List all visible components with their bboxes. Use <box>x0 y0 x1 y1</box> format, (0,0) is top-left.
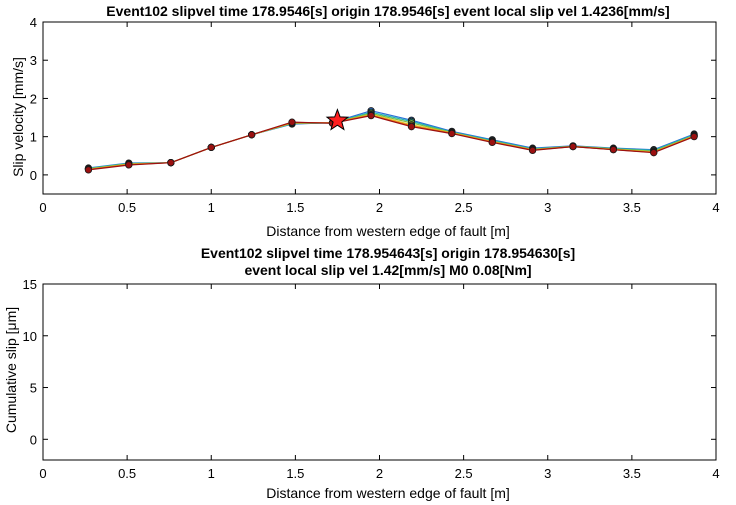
top-series-6-point <box>84 166 93 174</box>
top-axes: Event102 slipvel time 178.9546[s] origin… <box>10 3 720 239</box>
top-x-tick-label: 3.5 <box>623 200 641 215</box>
top-x-tick-label: 0.5 <box>118 200 136 215</box>
bottom-y-tick-label: 5 <box>30 381 37 396</box>
top-y-tick-label: 0 <box>30 168 37 183</box>
top-x-tick-label: 1.5 <box>286 200 304 215</box>
top-series-6-point <box>288 118 296 126</box>
bottom-x-tick-label: 4 <box>712 466 719 481</box>
top-x-tick-label: 2.5 <box>455 200 473 215</box>
top-x-axis-label: Distance from western edge of fault [m] <box>266 223 510 239</box>
bottom-chart-subtitle: event local slip vel 1.42[mm/s] M0 0.08[… <box>244 262 531 278</box>
top-series-6-point <box>609 146 617 154</box>
top-y-tick-label: 2 <box>30 91 37 106</box>
top-series-line-6 <box>88 114 695 171</box>
top-series-6-point <box>367 112 375 120</box>
top-y-axis-label: Slip velocity [mm/s] <box>10 57 26 177</box>
top-y-tick-label: 4 <box>30 15 37 30</box>
bottom-y-tick-label: 10 <box>23 329 37 344</box>
top-series-6-point <box>248 131 256 139</box>
top-x-tick-label: 1 <box>208 200 215 215</box>
top-series-6-point <box>569 143 577 151</box>
bottom-x-axis-label: Distance from western edge of fault [m] <box>266 485 510 501</box>
bottom-x-tick-label: 2.5 <box>455 466 473 481</box>
top-series-6-point <box>650 149 658 157</box>
top-series-6-point <box>207 143 215 151</box>
top-x-tick-label: 0 <box>39 200 46 215</box>
top-x-tick-label: 2 <box>376 200 383 215</box>
top-series-6-point <box>167 159 175 167</box>
top-series-6-point <box>448 130 456 138</box>
top-series-6-point <box>125 161 133 169</box>
bottom-x-tick-label: 1.5 <box>286 466 304 481</box>
bottom-x-tick-label: 2 <box>376 466 383 481</box>
top-x-tick-label: 4 <box>712 200 719 215</box>
bottom-axes: Event102 slipvel time 178.954643[s] orig… <box>3 245 720 501</box>
bottom-x-tick-label: 1 <box>208 466 215 481</box>
top-plot-area <box>42 21 717 195</box>
bottom-y-tick-label: 15 <box>23 277 37 292</box>
bottom-y-tick-label: 0 <box>30 432 37 447</box>
top-series-6-point <box>407 123 416 131</box>
top-series-6-point <box>690 133 698 141</box>
bottom-x-tick-label: 0 <box>39 466 46 481</box>
bottom-x-tick-label: 0.5 <box>118 466 136 481</box>
star-marker <box>325 108 350 131</box>
top-series-6-point <box>488 138 496 146</box>
bottom-plot-area <box>42 283 717 461</box>
top-series-6-point <box>529 146 537 155</box>
bottom-chart-title: Event102 slipvel time 178.954643[s] orig… <box>201 245 575 261</box>
bottom-y-axis-label: Cumulative slip [μm] <box>3 307 19 433</box>
top-chart-title: Event102 slipvel time 178.9546[s] origin… <box>106 3 669 19</box>
bottom-x-tick-label: 3 <box>544 466 551 481</box>
top-x-tick-label: 3 <box>544 200 551 215</box>
bottom-x-tick-label: 3.5 <box>623 466 641 481</box>
top-series-lines <box>84 107 698 174</box>
top-y-tick-label: 1 <box>30 130 37 145</box>
top-y-tick-label: 3 <box>30 53 37 68</box>
